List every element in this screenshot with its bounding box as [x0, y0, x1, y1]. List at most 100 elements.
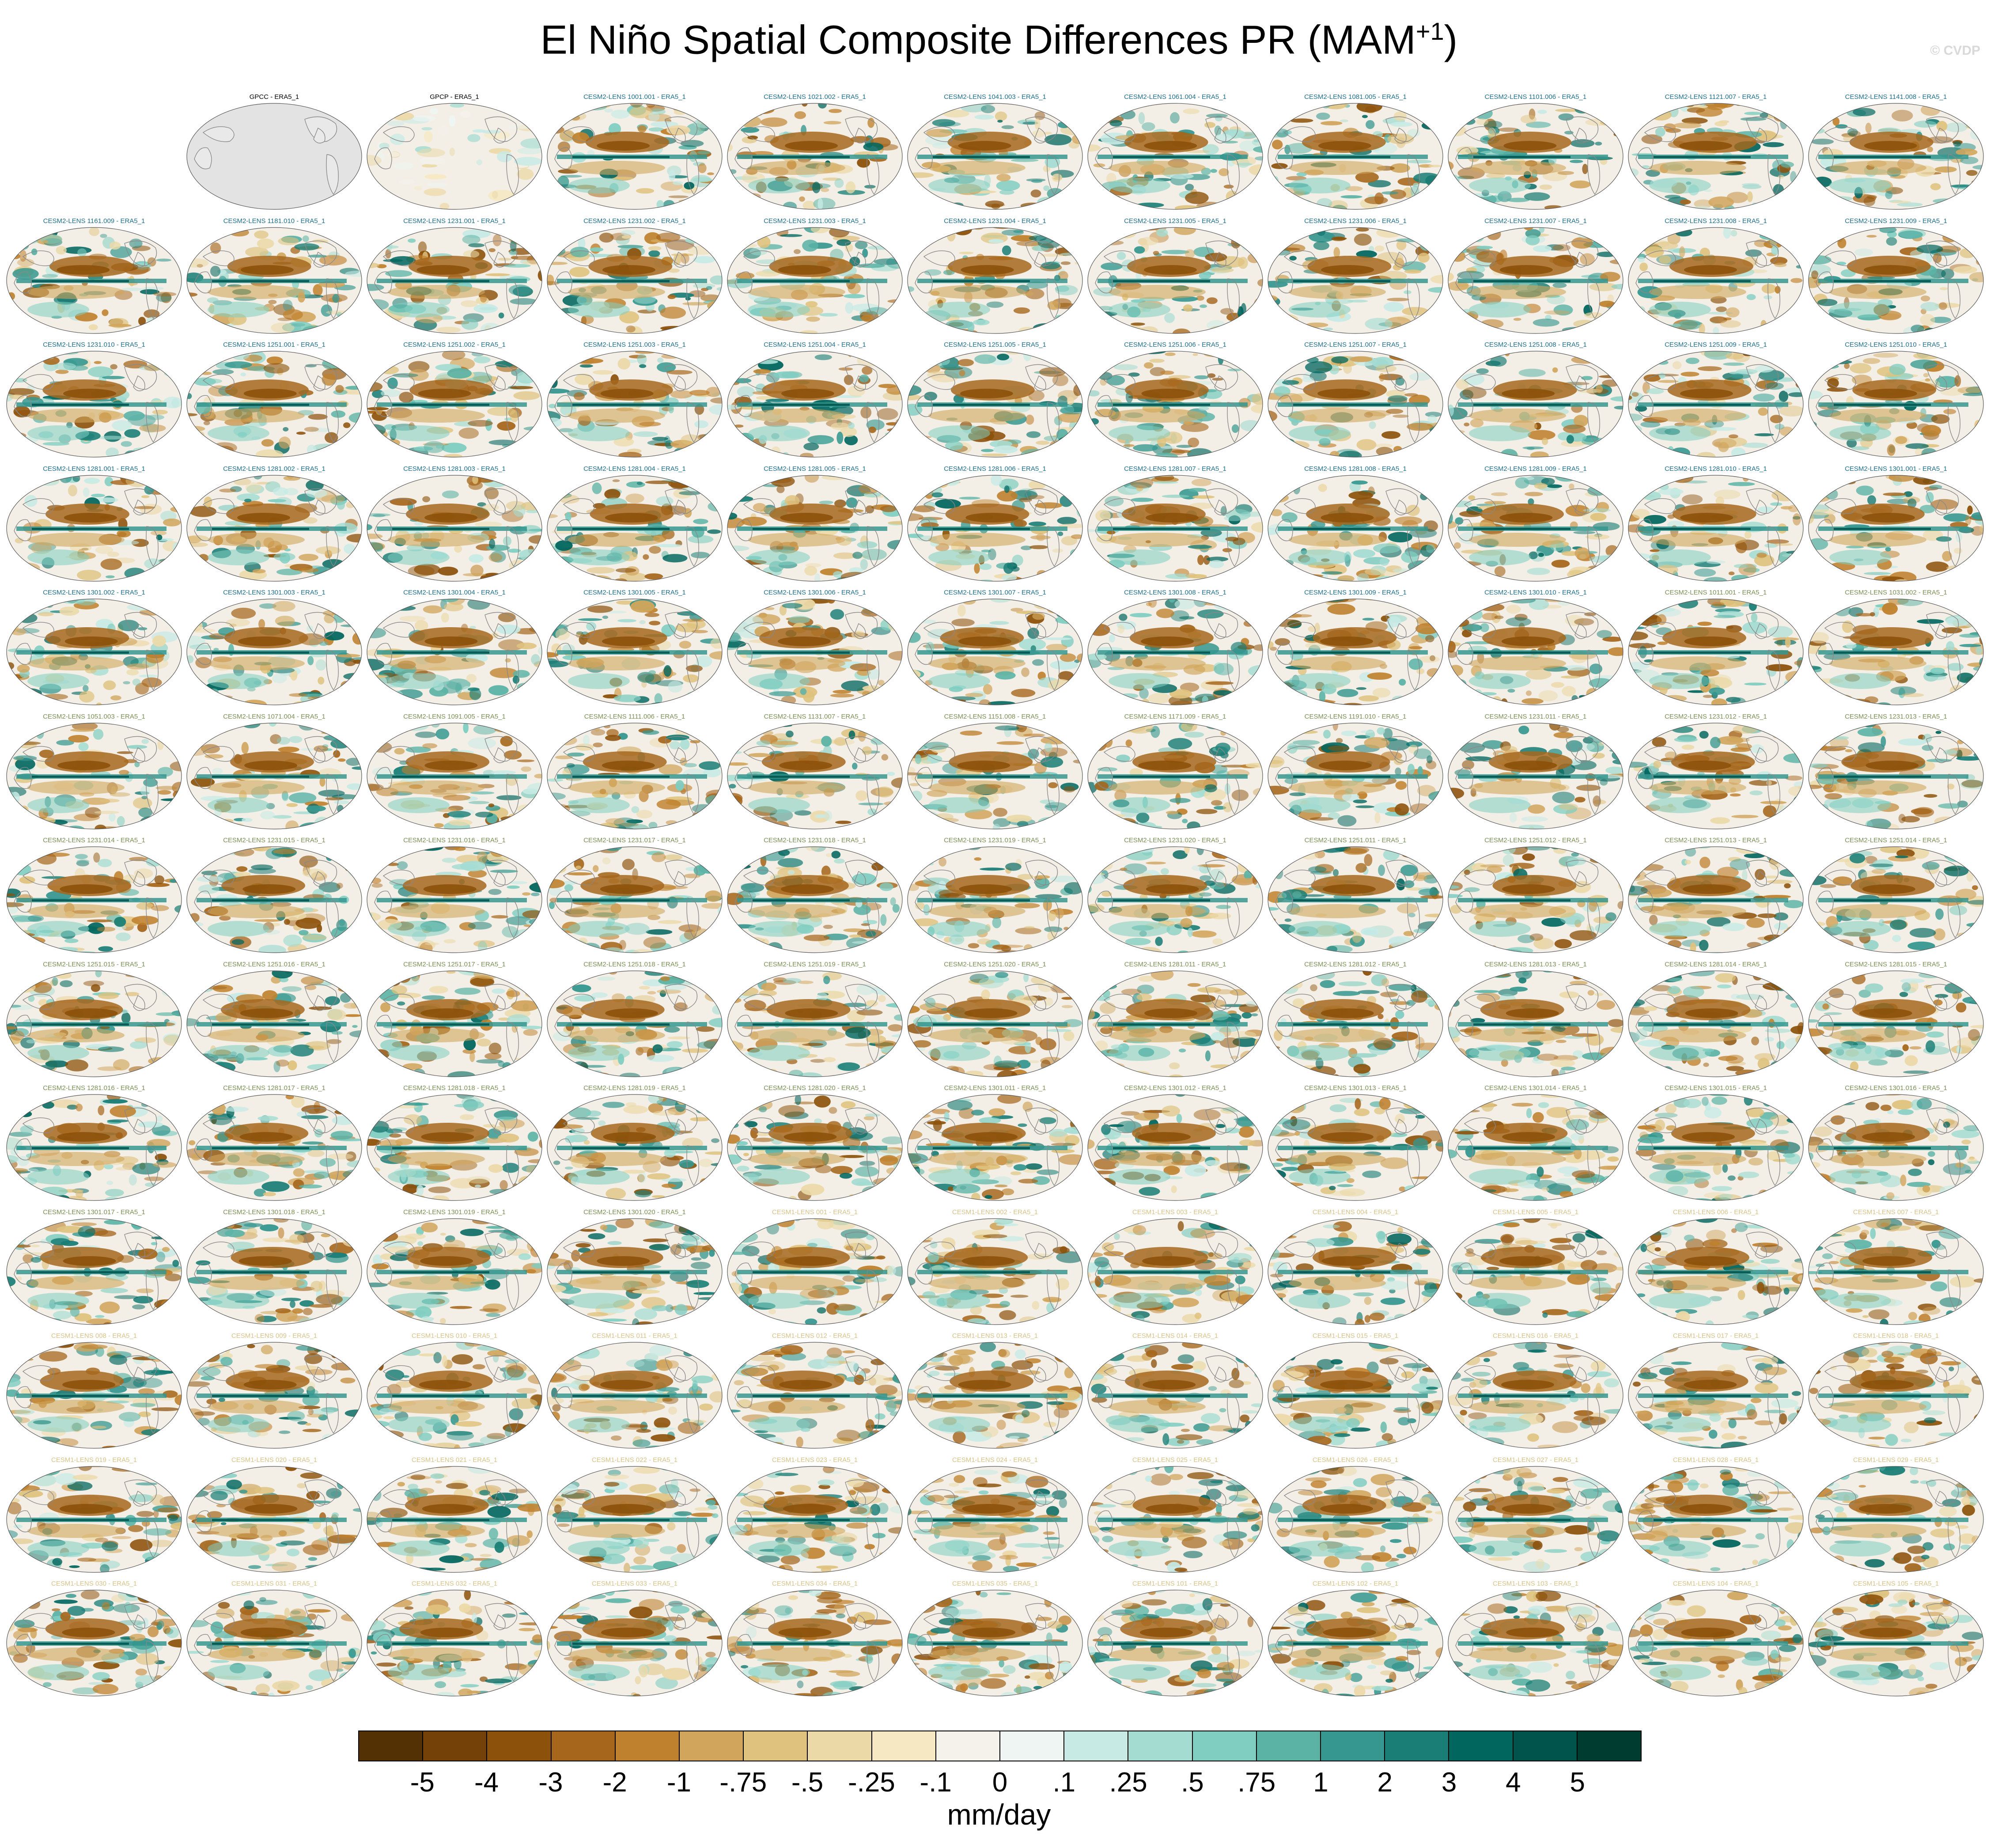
map-globe — [907, 1342, 1083, 1449]
map-globe — [186, 970, 362, 1077]
map-panel: CESM2-LENS 1301.007 - ERA5_1 — [906, 588, 1084, 708]
map-globe — [547, 1218, 723, 1325]
map-globe — [6, 351, 182, 458]
panel-label: CESM2-LENS 1251.012 - ERA5_1 — [1484, 837, 1587, 844]
map-panel: CESM1-LENS 008 - ERA5_1 — [5, 1332, 183, 1451]
map-globe — [547, 970, 723, 1077]
panel-label: CESM2-LENS 1251.014 - ERA5_1 — [1845, 837, 1947, 844]
panel-label: CESM2-LENS 1301.004 - ERA5_1 — [403, 589, 506, 596]
map-panel: CESM1-LENS 031 - ERA5_1 — [185, 1579, 363, 1699]
map-globe — [186, 1466, 362, 1573]
map-globe — [547, 351, 723, 458]
map-globe — [727, 1218, 903, 1325]
map-panel: CESM1-LENS 010 - ERA5_1 — [366, 1332, 543, 1451]
map-globe — [1087, 722, 1263, 829]
panel-label: CESM2-LENS 1281.008 - ERA5_1 — [1304, 465, 1407, 473]
map-globe — [1808, 474, 1984, 582]
map-panel: CESM2-LENS 1231.001 - ERA5_1 — [366, 217, 543, 336]
map-panel: CESM2-LENS 1251.020 - ERA5_1 — [906, 960, 1084, 1079]
map-panel: CESM2-LENS 1231.008 - ERA5_1 — [1627, 217, 1805, 336]
map-globe — [1268, 598, 1443, 705]
map-panel: CESM1-LENS 034 - ERA5_1 — [726, 1579, 904, 1699]
map-globe — [1628, 1094, 1804, 1201]
map-panel: CESM2-LENS 1281.009 - ERA5_1 — [1447, 465, 1624, 584]
title-close: ) — [1444, 17, 1458, 63]
map-panel: CESM2-LENS 1231.005 - ERA5_1 — [1086, 217, 1264, 336]
panel-label: CESM2-LENS 1251.001 - ERA5_1 — [223, 341, 325, 348]
map-globe — [186, 474, 362, 582]
map-panel: CESM2-LENS 1251.017 - ERA5_1 — [366, 960, 543, 1079]
panel-label: CESM1-LENS 023 - ERA5_1 — [772, 1456, 858, 1464]
panel-label: CESM2-LENS 1301.019 - ERA5_1 — [403, 1208, 506, 1216]
panel-label: CESM2-LENS 1231.002 - ERA5_1 — [583, 217, 686, 225]
map-panel: CESM1-LENS 017 - ERA5_1 — [1627, 1332, 1805, 1451]
map-panel: CESM2-LENS 1091.005 - ERA5_1 — [366, 712, 543, 832]
colorbar-tick-label: -5 — [410, 1767, 435, 1798]
panel-label: CESM1-LENS 104 - ERA5_1 — [1673, 1580, 1759, 1587]
map-globe — [1448, 846, 1623, 953]
map-globe — [186, 1342, 362, 1449]
map-globe — [727, 103, 903, 210]
panel-label: CESM2-LENS 1251.005 - ERA5_1 — [944, 341, 1046, 348]
panel-label: CESM2-LENS 1281.016 - ERA5_1 — [43, 1084, 145, 1092]
map-panel: CESM2-LENS 1251.011 - ERA5_1 — [1267, 836, 1444, 955]
panel-label: CESM1-LENS 035 - ERA5_1 — [952, 1580, 1038, 1587]
panel-label: CESM2-LENS 1281.009 - ERA5_1 — [1484, 465, 1587, 473]
map-panel: CESM1-LENS 035 - ERA5_1 — [906, 1579, 1084, 1699]
map-panel: CESM2-LENS 1051.003 - ERA5_1 — [5, 712, 183, 832]
map-panel: CESM2-LENS 1281.011 - ERA5_1 — [1086, 960, 1264, 1079]
colorbar — [358, 1731, 1642, 1761]
map-globe — [1628, 474, 1804, 582]
map-panel: CESM2-LENS 1251.018 - ERA5_1 — [546, 960, 723, 1079]
colorbar-tick-label: 2 — [1377, 1767, 1393, 1798]
map-panel: CESM1-LENS 014 - ERA5_1 — [1086, 1332, 1264, 1451]
map-globe — [1808, 351, 1984, 458]
colorbar-swatch — [1385, 1731, 1449, 1761]
colorbar-tick-label: -.25 — [848, 1767, 895, 1798]
panel-label: CESM2-LENS 1281.003 - ERA5_1 — [403, 465, 506, 473]
map-globe — [1628, 722, 1804, 829]
map-panel: CESM2-LENS 1301.008 - ERA5_1 — [1086, 588, 1264, 708]
map-panel: CESM1-LENS 001 - ERA5_1 — [726, 1208, 904, 1327]
map-globe — [367, 1466, 542, 1573]
panel-label: CESM1-LENS 016 - ERA5_1 — [1492, 1332, 1579, 1340]
map-globe — [1087, 1094, 1263, 1201]
map-panel: CESM1-LENS 016 - ERA5_1 — [1447, 1332, 1624, 1451]
panel-label: CESM1-LENS 105 - ERA5_1 — [1853, 1580, 1939, 1587]
map-globe — [727, 227, 903, 334]
map-globe — [186, 1094, 362, 1201]
map-panel: CESM1-LENS 105 - ERA5_1 — [1807, 1579, 1985, 1699]
map-globe — [727, 1094, 903, 1201]
map-globe — [727, 598, 903, 705]
map-panel: CESM1-LENS 020 - ERA5_1 — [185, 1456, 363, 1575]
map-panel: CESM2-LENS 1151.008 - ERA5_1 — [906, 712, 1084, 832]
panel-label: CESM2-LENS 1231.018 - ERA5_1 — [764, 837, 866, 844]
map-globe — [1448, 227, 1623, 334]
map-panel: CESM2-LENS 1231.002 - ERA5_1 — [546, 217, 723, 336]
map-globe — [1268, 1218, 1443, 1325]
panel-label: CESM1-LENS 020 - ERA5_1 — [231, 1456, 318, 1464]
panel-label: CESM2-LENS 1281.018 - ERA5_1 — [403, 1084, 506, 1092]
colorbar-swatch — [359, 1731, 424, 1761]
map-panel: CESM2-LENS 1251.013 - ERA5_1 — [1627, 836, 1805, 955]
map-globe — [1448, 1590, 1623, 1697]
panel-label: CESM1-LENS 003 - ERA5_1 — [1132, 1208, 1218, 1216]
panel-label: CESM2-LENS 1171.009 - ERA5_1 — [1124, 712, 1226, 720]
panel-label: GPCP - ERA5_1 — [430, 93, 479, 101]
panel-label: CESM2-LENS 1281.012 - ERA5_1 — [1304, 960, 1407, 968]
map-globe — [6, 970, 182, 1077]
colorbar-swatch — [1128, 1731, 1193, 1761]
map-globe — [1268, 846, 1443, 953]
map-panel: CESM2-LENS 1301.017 - ERA5_1 — [5, 1208, 183, 1327]
map-globe — [547, 1342, 723, 1449]
map-panel: CESM1-LENS 003 - ERA5_1 — [1086, 1208, 1264, 1327]
map-globe — [1087, 474, 1263, 582]
map-globe — [547, 722, 723, 829]
map-globe — [6, 1342, 182, 1449]
map-panel: CESM2-LENS 1281.001 - ERA5_1 — [5, 465, 183, 584]
panel-label: CESM2-LENS 1051.003 - ERA5_1 — [43, 712, 145, 720]
colorbar-swatch — [936, 1731, 1001, 1761]
panel-label: CESM2-LENS 1301.012 - ERA5_1 — [1124, 1084, 1226, 1092]
map-globe — [727, 722, 903, 829]
map-panel: CESM2-LENS 1231.019 - ERA5_1 — [906, 836, 1084, 955]
